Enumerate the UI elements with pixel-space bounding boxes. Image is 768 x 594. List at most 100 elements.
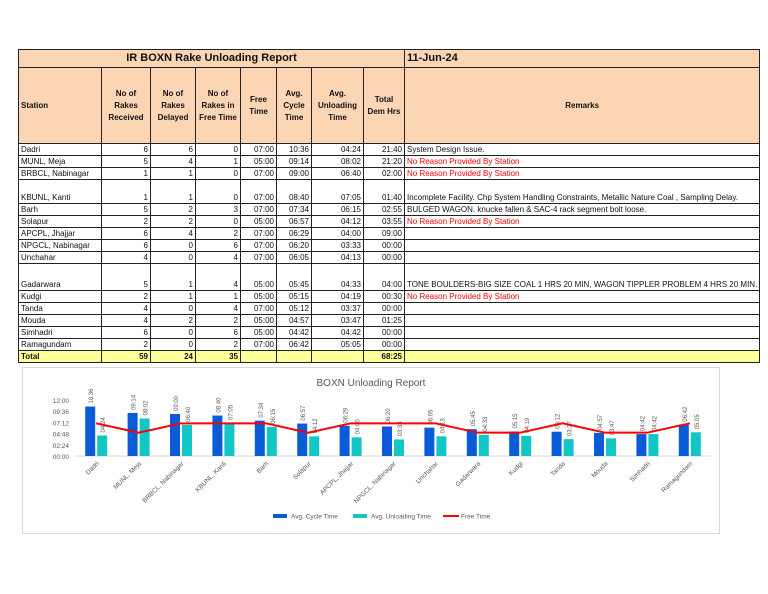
data-label: 09:14 [132,394,138,410]
data-label: 04:42 [652,415,658,431]
value-cell: 06:57 [276,215,312,228]
value-cell: 1 [195,155,241,168]
value-cell: 3 [195,203,241,216]
remarks-cell: System Design Issue. [403,143,761,156]
y-tick-label: 07:12 [53,420,70,427]
bar-unloading [563,439,574,456]
report-title: IR BOXN Rake Unloading Report [18,49,405,68]
remarks-cell: BULGED WAGON. knucke fallen & SAC-4 rack… [403,203,761,216]
value-cell: 6 [195,326,241,339]
value-cell: 5 [101,155,151,168]
value-cell: 00:00 [363,239,405,252]
legend-label: Avg. Cycle Time [291,514,338,521]
total-empty [403,350,761,363]
value-cell: 2 [195,314,241,327]
bar-cycle [466,429,477,456]
value-cell: 4 [195,263,241,291]
y-tick-label: 02:24 [53,443,70,450]
bar-cycle [551,431,562,456]
legend-swatch [353,514,367,518]
value-cell: 6 [195,239,241,252]
value-cell: 06:20 [276,239,312,252]
x-tick-label: Ramagundam [660,460,694,494]
value-cell: 4 [101,302,151,315]
value-cell: 4 [150,227,196,240]
value-cell: 04:00 [311,227,364,240]
value-cell: 01:25 [363,314,405,327]
data-label: 04:57 [598,414,604,430]
x-tick-label: BRBCL, Nabinagar [141,460,186,505]
bar-cycle [509,431,520,456]
total-empty [240,350,277,363]
bar-unloading [224,422,235,456]
column-header: Total Dem Hrs [363,67,405,144]
table-row: NPGCL, Nabinagar 6 0 6 07:00 06:20 03:33 00:00 [18,239,761,252]
value-cell: 6 [101,326,151,339]
station-cell: MUNL, Meja [18,155,102,168]
bar-cycle [594,432,604,456]
y-tick-label: 09:36 [53,409,70,416]
bar-cycle [254,420,265,456]
value-cell: 2 [150,203,196,216]
value-cell: 1 [150,167,196,180]
data-label: 05:45 [471,410,477,426]
value-cell: 2 [101,215,151,228]
bar-unloading [309,436,320,456]
value-cell: 07:00 [240,143,277,156]
station-cell: Solapur [18,215,102,228]
station-cell: Dadri [18,143,102,156]
data-label: 09:00 [174,395,180,411]
value-cell: 05:00 [240,155,277,168]
y-tick-label: 00:00 [53,454,70,461]
value-cell: 1 [195,290,241,303]
remarks-cell: No Reason Provided By Station [403,155,761,168]
table-row: Gadarwara 5 1 4 05:00 05:45 04:33 04:00 TONE BOU… [18,263,761,291]
value-cell: 21:20 [363,155,405,168]
legend-swatch [273,514,287,518]
boxn-unloading-chart: BOXN Unloading Report 00:00 02:24 04:48 07:1… [22,367,720,534]
data-label: 04:19 [525,417,531,433]
station-cell: BRBCL, Nabinagar [18,167,102,180]
data-label: 06:40 [186,406,192,422]
table-row: KBUNL, Kanti 1 1 0 07:00 08:40 07:05 01:40 Incom… [18,179,761,204]
remarks-cell [403,326,761,339]
column-header: No of Rakes Delayed [150,67,196,144]
value-cell: 07:34 [276,203,312,216]
station-cell: NPGCL, Nabinagar [18,239,102,252]
data-label: 04:42 [640,415,646,431]
value-cell: 04:13 [311,251,364,264]
value-cell: 5 [101,263,151,291]
value-cell: 01:40 [363,179,405,204]
data-label: 05:12 [556,413,562,429]
report-table: IR BOXN Rake Unloading Report 11-Jun-24 … [18,49,761,363]
value-cell: 06:05 [276,251,312,264]
value-cell: 06:40 [311,167,364,180]
value-cell: 07:00 [240,203,277,216]
value-cell: 00:00 [363,326,405,339]
value-cell: 09:14 [276,155,312,168]
value-cell: 02:55 [363,203,405,216]
value-cell: 04:42 [311,326,364,339]
x-tick-label: Simhadri [629,460,652,483]
data-label: 04:33 [483,416,489,432]
data-label: 06:15 [271,408,277,424]
column-header: No of Rakes Received [101,67,151,144]
value-cell: 07:00 [240,167,277,180]
x-tick-label: APCPL, Jhajjar [319,460,356,497]
station-cell: Simhadri [18,326,102,339]
remarks-cell [403,314,761,327]
value-cell: 04:12 [311,215,364,228]
bar-cycle [170,414,180,456]
data-label: 03:33 [398,421,404,437]
x-tick-label: Mouda [590,460,609,479]
value-cell: 04:19 [311,290,364,303]
bar-cycle [127,412,138,456]
value-cell: 2 [101,290,151,303]
value-cell: 1 [150,263,196,291]
data-label: 03:47 [610,420,616,436]
data-label: 06:29 [344,407,350,423]
value-cell: 4 [195,302,241,315]
value-cell: 07:00 [240,302,277,315]
bar-cycle [382,426,392,456]
bar-unloading [690,432,701,456]
